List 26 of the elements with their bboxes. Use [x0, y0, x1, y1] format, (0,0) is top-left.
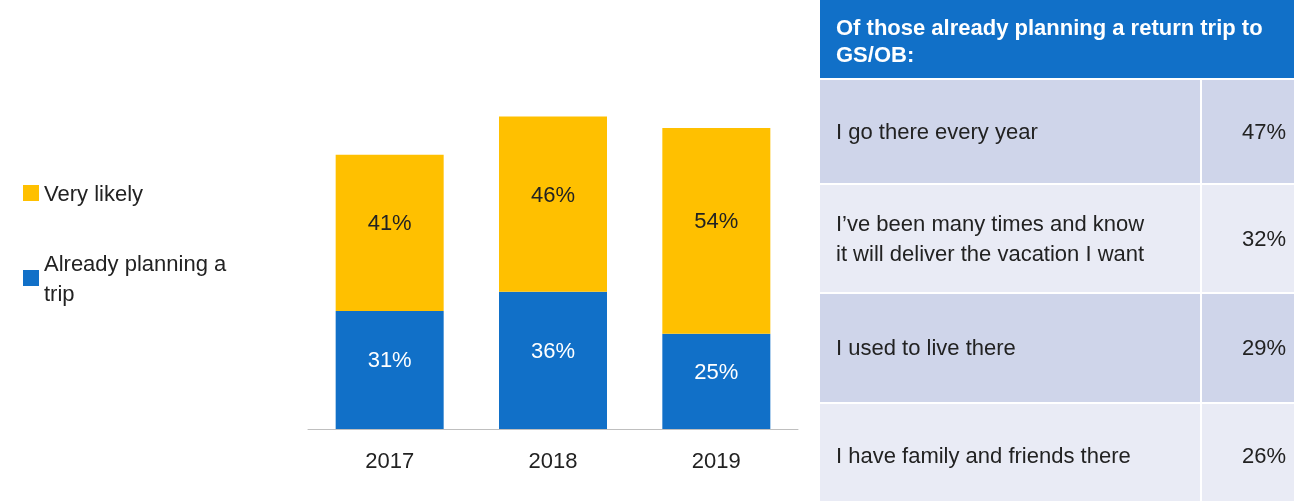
- bar: [499, 116, 607, 292]
- legend-label: Already planning a trip: [44, 250, 233, 306]
- data-label: 54%: [694, 208, 739, 234]
- bar: [335, 310, 444, 429]
- text: 47%: [1241, 118, 1286, 144]
- bar: [335, 154, 444, 311]
- bar: [662, 128, 771, 334]
- bar: [499, 291, 607, 429]
- x-tick-label: 2017: [365, 447, 415, 473]
- x-tick-label: 2018: [528, 447, 578, 473]
- text: 32%: [1241, 225, 1286, 251]
- data-label: 41%: [367, 210, 412, 236]
- text: Of those already planning a return trip to GS/OB:: [820, 0, 1294, 80]
- data-label: 25%: [694, 358, 739, 384]
- data-label: 36%: [530, 337, 576, 363]
- bar: [662, 333, 771, 429]
- category-label: I go there every year: [820, 80, 1202, 183]
- category-label: I used to live there: [820, 294, 1202, 402]
- text: 26%: [1241, 443, 1286, 468]
- data-label: 46%: [530, 181, 576, 207]
- x-tick-label: 2019: [691, 447, 741, 473]
- data-label: 31%: [367, 347, 412, 373]
- category-label: I have family and friends there: [820, 404, 1202, 501]
- text: 29%: [1241, 335, 1286, 360]
- legend-label: Very likely: [44, 180, 144, 206]
- category-label: I’ve been many times and know it will deliver the vacation I want: [820, 185, 1202, 292]
